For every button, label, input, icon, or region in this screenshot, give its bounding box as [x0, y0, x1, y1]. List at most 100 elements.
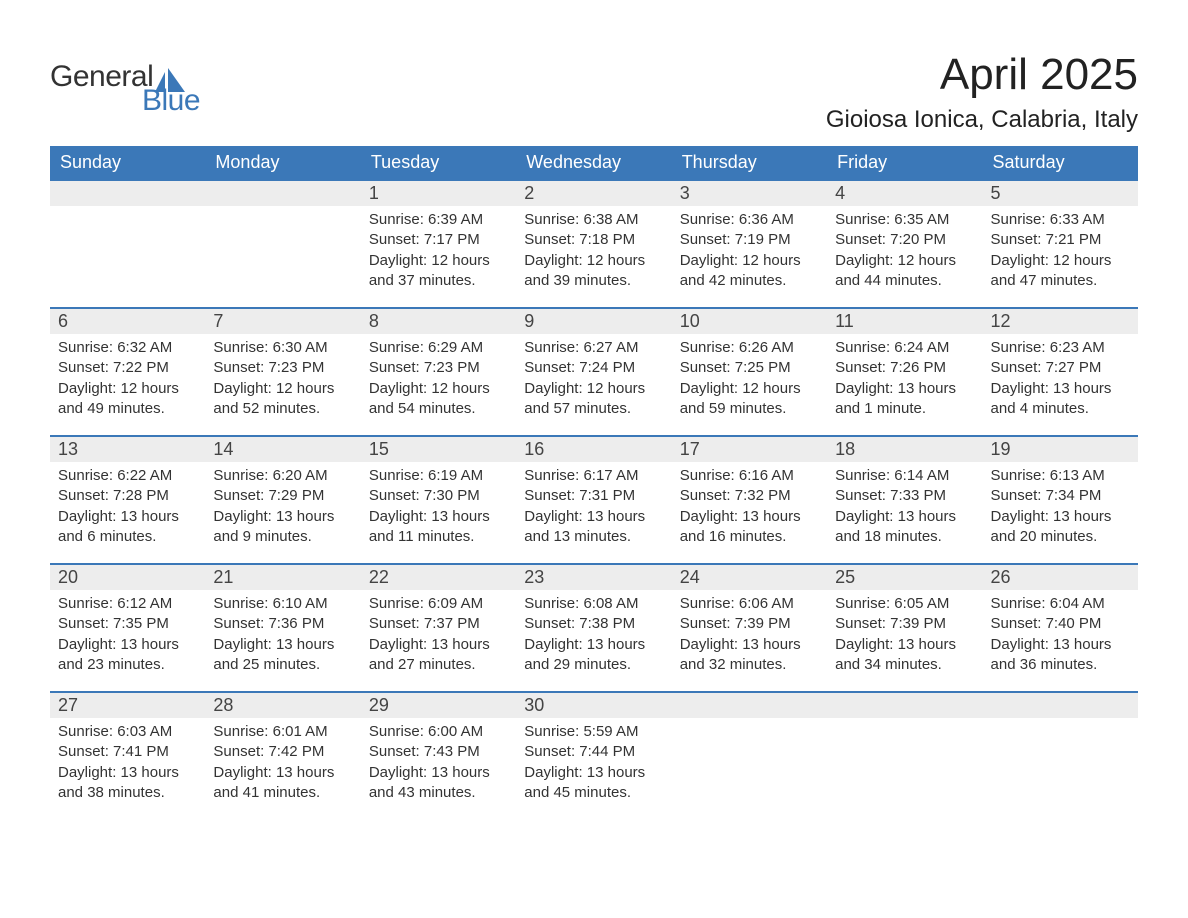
- daylight-line: Daylight: 13 hours and 45 minutes.: [524, 763, 663, 804]
- sunset-line: Sunset: 7:42 PM: [213, 742, 352, 762]
- day-number: 11: [827, 309, 982, 334]
- daylight-line: Daylight: 12 hours and 44 minutes.: [835, 251, 974, 292]
- daylight-line: Daylight: 12 hours and 47 minutes.: [991, 251, 1130, 292]
- sunrise-line: Sunrise: 6:20 AM: [213, 466, 352, 486]
- day-header: Sunday: [50, 146, 205, 180]
- day-number: 5: [983, 181, 1138, 206]
- day-number: 27: [50, 693, 205, 718]
- day-number: 19: [983, 437, 1138, 462]
- day-number: 22: [361, 565, 516, 590]
- sunrise-line: Sunrise: 6:39 AM: [369, 210, 508, 230]
- day-number: [50, 181, 205, 206]
- day-details: Sunrise: 6:23 AMSunset: 7:27 PMDaylight:…: [983, 334, 1138, 427]
- day-cell: 12Sunrise: 6:23 AMSunset: 7:27 PMDayligh…: [983, 308, 1138, 436]
- daylight-line: Daylight: 13 hours and 13 minutes.: [524, 507, 663, 548]
- day-cell: 25Sunrise: 6:05 AMSunset: 7:39 PMDayligh…: [827, 564, 982, 692]
- day-number: 30: [516, 693, 671, 718]
- day-cell: 4Sunrise: 6:35 AMSunset: 7:20 PMDaylight…: [827, 180, 982, 308]
- daylight-line: Daylight: 12 hours and 39 minutes.: [524, 251, 663, 292]
- daylight-line: Daylight: 13 hours and 18 minutes.: [835, 507, 974, 548]
- day-number: 17: [672, 437, 827, 462]
- daylight-line: Daylight: 13 hours and 38 minutes.: [58, 763, 197, 804]
- day-cell: 8Sunrise: 6:29 AMSunset: 7:23 PMDaylight…: [361, 308, 516, 436]
- day-cell: [50, 180, 205, 308]
- day-header: Monday: [205, 146, 360, 180]
- day-cell: 9Sunrise: 6:27 AMSunset: 7:24 PMDaylight…: [516, 308, 671, 436]
- day-header: Tuesday: [361, 146, 516, 180]
- sunset-line: Sunset: 7:41 PM: [58, 742, 197, 762]
- daylight-line: Daylight: 13 hours and 11 minutes.: [369, 507, 508, 548]
- sunrise-line: Sunrise: 6:26 AM: [680, 338, 819, 358]
- day-details: Sunrise: 6:20 AMSunset: 7:29 PMDaylight:…: [205, 462, 360, 555]
- daylight-line: Daylight: 12 hours and 52 minutes.: [213, 379, 352, 420]
- sunset-line: Sunset: 7:27 PM: [991, 358, 1130, 378]
- daylight-line: Daylight: 13 hours and 6 minutes.: [58, 507, 197, 548]
- day-number: 9: [516, 309, 671, 334]
- day-cell: 18Sunrise: 6:14 AMSunset: 7:33 PMDayligh…: [827, 436, 982, 564]
- sunrise-line: Sunrise: 6:27 AM: [524, 338, 663, 358]
- month-title: April 2025: [826, 50, 1138, 100]
- sunset-line: Sunset: 7:32 PM: [680, 486, 819, 506]
- day-number: 1: [361, 181, 516, 206]
- sunrise-line: Sunrise: 6:08 AM: [524, 594, 663, 614]
- day-header-row: SundayMondayTuesdayWednesdayThursdayFrid…: [50, 146, 1138, 180]
- sunrise-line: Sunrise: 6:36 AM: [680, 210, 819, 230]
- day-details: Sunrise: 6:12 AMSunset: 7:35 PMDaylight:…: [50, 590, 205, 683]
- day-cell: 11Sunrise: 6:24 AMSunset: 7:26 PMDayligh…: [827, 308, 982, 436]
- day-details: Sunrise: 6:27 AMSunset: 7:24 PMDaylight:…: [516, 334, 671, 427]
- day-cell: 5Sunrise: 6:33 AMSunset: 7:21 PMDaylight…: [983, 180, 1138, 308]
- day-details: Sunrise: 6:32 AMSunset: 7:22 PMDaylight:…: [50, 334, 205, 427]
- calendar-table: SundayMondayTuesdayWednesdayThursdayFrid…: [50, 146, 1138, 820]
- daylight-line: Daylight: 13 hours and 25 minutes.: [213, 635, 352, 676]
- day-cell: 22Sunrise: 6:09 AMSunset: 7:37 PMDayligh…: [361, 564, 516, 692]
- day-details: Sunrise: 6:09 AMSunset: 7:37 PMDaylight:…: [361, 590, 516, 683]
- sunrise-line: Sunrise: 6:19 AM: [369, 466, 508, 486]
- day-cell: 24Sunrise: 6:06 AMSunset: 7:39 PMDayligh…: [672, 564, 827, 692]
- day-cell: 23Sunrise: 6:08 AMSunset: 7:38 PMDayligh…: [516, 564, 671, 692]
- day-cell: 28Sunrise: 6:01 AMSunset: 7:42 PMDayligh…: [205, 692, 360, 820]
- week-row: 6Sunrise: 6:32 AMSunset: 7:22 PMDaylight…: [50, 308, 1138, 436]
- daylight-line: Daylight: 12 hours and 57 minutes.: [524, 379, 663, 420]
- day-details: Sunrise: 6:00 AMSunset: 7:43 PMDaylight:…: [361, 718, 516, 811]
- sunrise-line: Sunrise: 6:32 AM: [58, 338, 197, 358]
- sunrise-line: Sunrise: 6:01 AM: [213, 722, 352, 742]
- sunset-line: Sunset: 7:26 PM: [835, 358, 974, 378]
- sunset-line: Sunset: 7:43 PM: [369, 742, 508, 762]
- sunset-line: Sunset: 7:38 PM: [524, 614, 663, 634]
- sunset-line: Sunset: 7:44 PM: [524, 742, 663, 762]
- day-number: [672, 693, 827, 718]
- day-details: Sunrise: 6:03 AMSunset: 7:41 PMDaylight:…: [50, 718, 205, 811]
- sunrise-line: Sunrise: 6:06 AM: [680, 594, 819, 614]
- daylight-line: Daylight: 13 hours and 4 minutes.: [991, 379, 1130, 420]
- sunset-line: Sunset: 7:39 PM: [680, 614, 819, 634]
- day-details: Sunrise: 6:04 AMSunset: 7:40 PMDaylight:…: [983, 590, 1138, 683]
- daylight-line: Daylight: 12 hours and 37 minutes.: [369, 251, 508, 292]
- week-row: 1Sunrise: 6:39 AMSunset: 7:17 PMDaylight…: [50, 180, 1138, 308]
- daylight-line: Daylight: 12 hours and 59 minutes.: [680, 379, 819, 420]
- day-number: 14: [205, 437, 360, 462]
- day-number: 4: [827, 181, 982, 206]
- daylight-line: Daylight: 13 hours and 36 minutes.: [991, 635, 1130, 676]
- day-number: 13: [50, 437, 205, 462]
- day-header: Saturday: [983, 146, 1138, 180]
- day-details: Sunrise: 6:05 AMSunset: 7:39 PMDaylight:…: [827, 590, 982, 683]
- day-number: 15: [361, 437, 516, 462]
- day-details: Sunrise: 6:13 AMSunset: 7:34 PMDaylight:…: [983, 462, 1138, 555]
- sunset-line: Sunset: 7:30 PM: [369, 486, 508, 506]
- day-cell: 6Sunrise: 6:32 AMSunset: 7:22 PMDaylight…: [50, 308, 205, 436]
- day-details: Sunrise: 6:35 AMSunset: 7:20 PMDaylight:…: [827, 206, 982, 299]
- daylight-line: Daylight: 12 hours and 54 minutes.: [369, 379, 508, 420]
- day-header: Friday: [827, 146, 982, 180]
- sunset-line: Sunset: 7:22 PM: [58, 358, 197, 378]
- week-row: 13Sunrise: 6:22 AMSunset: 7:28 PMDayligh…: [50, 436, 1138, 564]
- day-cell: 3Sunrise: 6:36 AMSunset: 7:19 PMDaylight…: [672, 180, 827, 308]
- sunset-line: Sunset: 7:19 PM: [680, 230, 819, 250]
- day-number: 24: [672, 565, 827, 590]
- day-details: Sunrise: 6:29 AMSunset: 7:23 PMDaylight:…: [361, 334, 516, 427]
- day-details: Sunrise: 6:01 AMSunset: 7:42 PMDaylight:…: [205, 718, 360, 811]
- day-cell: 7Sunrise: 6:30 AMSunset: 7:23 PMDaylight…: [205, 308, 360, 436]
- sunrise-line: Sunrise: 6:33 AM: [991, 210, 1130, 230]
- day-details: Sunrise: 6:38 AMSunset: 7:18 PMDaylight:…: [516, 206, 671, 299]
- day-cell: 27Sunrise: 6:03 AMSunset: 7:41 PMDayligh…: [50, 692, 205, 820]
- day-header: Thursday: [672, 146, 827, 180]
